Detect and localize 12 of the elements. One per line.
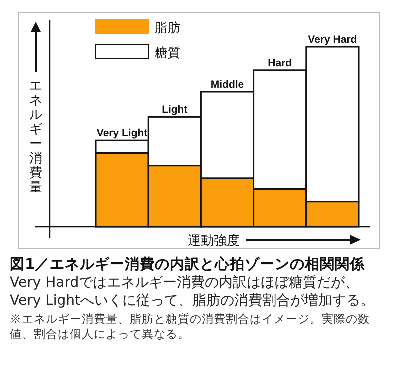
y-axis-title: エネルギー消費量 — [30, 79, 42, 196]
legend-label: 糖質 — [155, 45, 181, 60]
x-tick-label: Very Light — [96, 128, 148, 140]
x-tick-label: Very Hard — [308, 34, 358, 46]
x-tick-label: Middle — [210, 79, 244, 91]
text: ※エネルギー消費量、脂肪と糖質の消費割合はイメージ。実際の数値、割合は個人によって異なる。 — [10, 312, 371, 342]
x-tick-label: Light — [162, 104, 188, 116]
legend-label: 脂肪 — [155, 20, 181, 35]
text: 図1／エネルギー消費の内訳と心拍ゾーンの相関関係 — [10, 256, 366, 274]
text: Very Hardではエネルギー消費の内訳はほぼ糖質だが、Very Lightへいくに従って、脂肪の消費割合が増加する。 — [10, 274, 376, 310]
x-tick-label: Hard — [268, 57, 292, 70]
x-axis-title: 運動強度 — [188, 233, 240, 249]
